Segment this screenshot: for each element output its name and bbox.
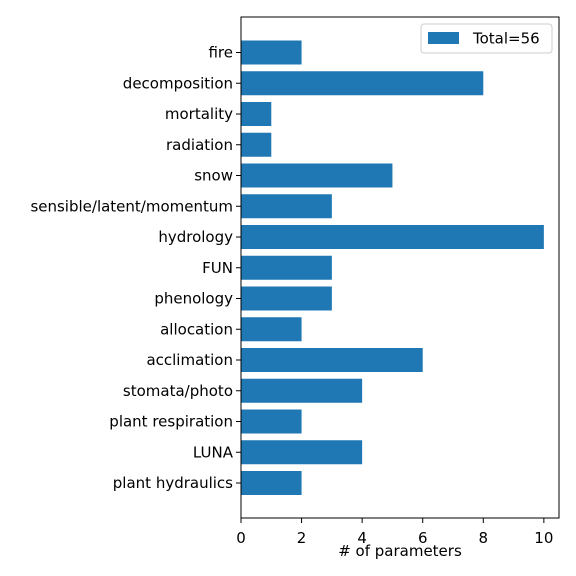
y-tick-label: radiation bbox=[166, 136, 233, 154]
bar-mortality bbox=[241, 102, 272, 126]
y-tick-label: mortality bbox=[165, 105, 233, 123]
x-ticks-group: 0 2 4 6 8 10 bbox=[236, 518, 553, 547]
bar-acclimation bbox=[241, 348, 423, 372]
bar-fun bbox=[241, 255, 332, 280]
bar-fire bbox=[241, 40, 302, 65]
x-tick-label: 8 bbox=[479, 529, 489, 547]
x-tick-label: 10 bbox=[534, 529, 553, 547]
bar-sensible-latent-momentum bbox=[241, 194, 332, 219]
y-tick-label: plant respiration bbox=[109, 413, 233, 431]
y-tick-label: acclimation bbox=[146, 351, 233, 369]
bar-snow bbox=[241, 163, 393, 188]
y-ticks-group: fire decomposition mortality radiation snow s… bbox=[30, 44, 241, 492]
plot-frame bbox=[240, 16, 560, 519]
bar-allocation bbox=[241, 317, 302, 342]
y-tick-label: allocation bbox=[160, 320, 233, 338]
bar-plant-respiration bbox=[241, 409, 302, 434]
legend-label: Total=56 bbox=[472, 30, 540, 48]
y-tick-label: stomata/photo bbox=[123, 382, 233, 400]
bars-group bbox=[241, 40, 544, 495]
y-tick-label: phenology bbox=[154, 290, 233, 308]
y-tick-label: FUN bbox=[202, 259, 233, 277]
legend-box bbox=[420, 23, 553, 54]
x-axis-title: # of parameters bbox=[338, 542, 462, 560]
y-tick-label: decomposition bbox=[123, 74, 233, 92]
bar-plant-hydraulics bbox=[241, 471, 302, 495]
y-tick-label: fire bbox=[208, 44, 233, 62]
bar-decomposition bbox=[241, 71, 484, 96]
legend-swatch bbox=[428, 32, 459, 44]
x-tick-label: 6 bbox=[418, 529, 428, 547]
x-tick-label: 2 bbox=[297, 529, 307, 547]
y-tick-label: plant hydraulics bbox=[113, 474, 233, 492]
y-tick-label: snow bbox=[194, 167, 233, 185]
legend: Total=56 bbox=[420, 23, 553, 54]
bar-hydrology bbox=[241, 225, 544, 249]
bar-stomata-photo bbox=[241, 378, 363, 403]
y-tick-label: sensible/latent/momentum bbox=[30, 197, 233, 215]
x-tick-label: 0 bbox=[236, 529, 246, 547]
bar-radiation bbox=[241, 132, 272, 157]
y-tick-label: LUNA bbox=[193, 443, 234, 461]
y-tick-label: hydrology bbox=[158, 228, 233, 246]
bar-phenology bbox=[241, 286, 332, 311]
bar-luna bbox=[241, 440, 363, 465]
x-tick-label: 4 bbox=[357, 529, 367, 547]
